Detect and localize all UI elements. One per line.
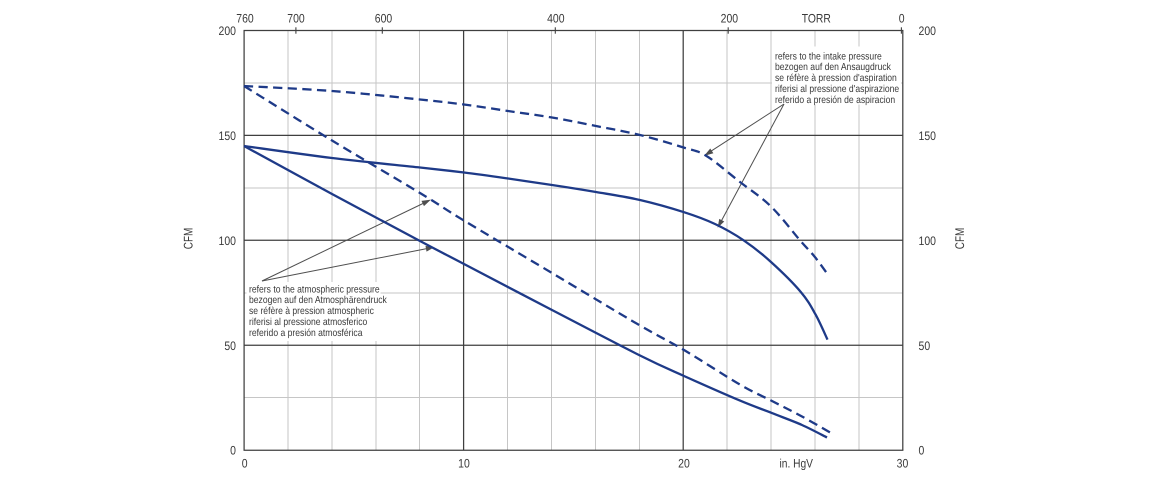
svg-text:referido a presión de aspiraci: referido a presión de aspiracion	[775, 95, 895, 106]
svg-text:0: 0	[230, 444, 236, 458]
svg-text:se réfère à pression atmospher: se réfère à pression atmospheric	[249, 306, 374, 317]
svg-text:bezogen auf den Atmosphärendru: bezogen auf den Atmosphärendruck	[249, 295, 388, 306]
svg-text:30: 30	[897, 457, 909, 471]
svg-text:700: 700	[287, 11, 305, 25]
svg-text:600: 600	[375, 11, 393, 25]
svg-text:TORR: TORR	[802, 11, 831, 25]
svg-text:CFM: CFM	[182, 228, 196, 250]
svg-text:0: 0	[919, 444, 925, 458]
svg-text:refers to the atmospheric pres: refers to the atmospheric pressure	[249, 284, 380, 295]
svg-text:in. HgV: in. HgV	[780, 457, 814, 471]
svg-text:se réfère à pression d'aspirat: se réfère à pression d'aspiration	[775, 73, 897, 84]
svg-text:200: 200	[219, 24, 237, 38]
svg-text:50: 50	[919, 339, 931, 353]
svg-text:100: 100	[919, 234, 937, 248]
svg-text:150: 150	[219, 129, 237, 143]
svg-text:refers to the intake pressure: refers to the intake pressure	[775, 51, 882, 62]
svg-text:20: 20	[678, 457, 690, 471]
svg-text:200: 200	[721, 11, 739, 25]
svg-text:400: 400	[547, 11, 565, 25]
svg-text:0: 0	[242, 457, 248, 471]
svg-text:100: 100	[219, 234, 237, 248]
svg-text:0: 0	[899, 11, 905, 25]
svg-text:200: 200	[919, 24, 937, 38]
svg-text:riferisi al pressione d'aspira: riferisi al pressione d'aspirazione	[775, 84, 900, 95]
svg-text:riferisi al pressione atmosfer: riferisi al pressione atmosferico	[249, 317, 368, 328]
svg-text:50: 50	[224, 339, 236, 353]
svg-text:150: 150	[919, 129, 937, 143]
svg-text:10: 10	[458, 457, 470, 471]
svg-text:760: 760	[236, 11, 254, 25]
svg-text:referido a presión atmosférica: referido a presión atmosférica	[249, 328, 363, 339]
svg-text:CFM: CFM	[953, 228, 967, 250]
svg-text:bezogen auf den Ansaugdruck: bezogen auf den Ansaugdruck	[775, 62, 892, 73]
